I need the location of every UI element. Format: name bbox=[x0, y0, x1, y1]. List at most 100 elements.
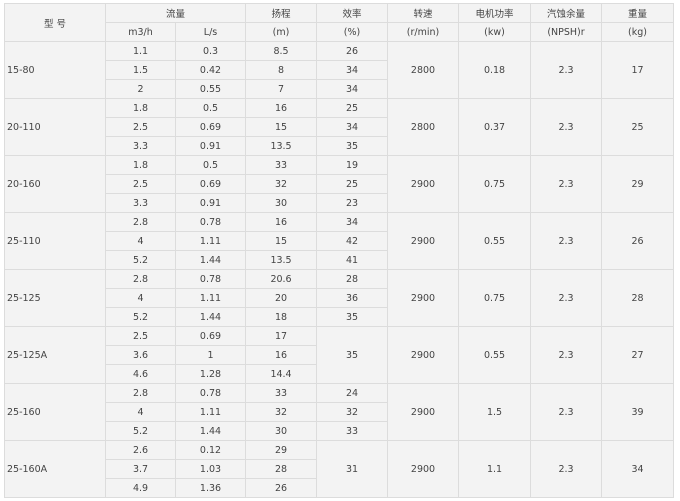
flow-ls-cell: 1.44 bbox=[174, 421, 247, 441]
flow-ls-cell: 1.11 bbox=[174, 231, 247, 251]
header-model: 型 号 bbox=[4, 3, 106, 42]
speed-cell: 2900 bbox=[387, 212, 460, 270]
power-cell: 0.75 bbox=[458, 155, 532, 213]
power-cell: 0.55 bbox=[458, 212, 532, 270]
npsh-cell: 2.3 bbox=[530, 155, 603, 213]
table-row: 4 1.11 32 32 bbox=[5, 402, 674, 422]
flow-ls-cell: 0.42 bbox=[174, 60, 247, 80]
power-cell: 0.55 bbox=[458, 326, 532, 384]
head-cell: 28 bbox=[245, 459, 318, 479]
power-cell: 0.18 bbox=[458, 41, 532, 99]
flow-m3h-cell: 4 bbox=[105, 288, 176, 308]
flow-ls-cell: 1 bbox=[174, 345, 247, 365]
efficiency-cell: 25 bbox=[316, 98, 389, 118]
head-cell: 13.5 bbox=[245, 136, 318, 156]
header-flow-ls: L/s bbox=[174, 22, 247, 42]
head-cell: 14.4 bbox=[245, 364, 318, 384]
weight-cell: 17 bbox=[601, 41, 675, 99]
header-unit-row: m3/h L/s (m) (%) (r/min) (kw) (NPSH)r (k… bbox=[5, 22, 675, 42]
speed-cell: 2900 bbox=[387, 326, 460, 384]
header-flow-m3h: m3/h bbox=[105, 22, 176, 42]
model-cell: 20-160 bbox=[4, 155, 106, 213]
flow-m3h-cell: 5.2 bbox=[105, 421, 176, 441]
pump-spec-table: 型 号 流量 扬程 效率 转速 电机功率 汽蚀余量 重量 m3/h L/s (m… bbox=[4, 3, 675, 498]
efficiency-cell: 24 bbox=[316, 383, 389, 403]
head-cell: 17 bbox=[245, 326, 318, 346]
head-cell: 32 bbox=[245, 174, 318, 194]
efficiency-cell: 34 bbox=[316, 117, 389, 137]
flow-m3h-cell: 5.2 bbox=[105, 307, 176, 327]
head-cell: 33 bbox=[245, 155, 318, 175]
header-head: 扬程 bbox=[245, 3, 318, 23]
table-row: 25-125 2.8 0.78 20.6 28 2900 0.75 2.3 28 bbox=[4, 269, 675, 327]
flow-ls-cell: 1.28 bbox=[174, 364, 247, 384]
flow-ls-cell: 0.91 bbox=[174, 136, 247, 156]
flow-m3h-cell: 2.8 bbox=[105, 269, 176, 289]
head-cell: 16 bbox=[245, 345, 318, 365]
efficiency-cell: 36 bbox=[316, 288, 389, 308]
flow-ls-cell: 0.69 bbox=[174, 117, 247, 137]
power-cell: 0.75 bbox=[458, 269, 532, 327]
flow-ls-cell: 1.11 bbox=[174, 288, 247, 308]
efficiency-cell: 33 bbox=[316, 421, 389, 441]
header-weight-unit: (kg) bbox=[601, 22, 675, 42]
weight-cell: 34 bbox=[601, 440, 675, 498]
flow-ls-cell: 1.44 bbox=[174, 307, 247, 327]
efficiency-cell: 32 bbox=[316, 402, 389, 422]
table-row: 25-160A 2.6 0.12 29 31 2900 1.1 2.3 34 bbox=[4, 440, 675, 498]
table-row: 25-125A 2.5 0.69 17 35 2900 0.55 2.3 27 bbox=[4, 326, 675, 384]
npsh-cell: 2.3 bbox=[530, 440, 603, 498]
efficiency-cell: 31 bbox=[316, 440, 389, 498]
header-efficiency: 效率 bbox=[316, 3, 389, 23]
table-row: 3.3 0.91 30 23 bbox=[5, 193, 674, 213]
table-row: 20-160 1.8 0.5 33 19 2900 0.75 2.3 29 bbox=[4, 155, 675, 213]
flow-m3h-cell: 4.6 bbox=[105, 364, 176, 384]
weight-cell: 28 bbox=[601, 269, 675, 327]
weight-cell: 25 bbox=[601, 98, 675, 156]
efficiency-cell: 42 bbox=[316, 231, 389, 251]
flow-m3h-cell: 1.5 bbox=[105, 60, 176, 80]
speed-cell: 2800 bbox=[387, 98, 460, 156]
flow-m3h-cell: 1.1 bbox=[105, 41, 176, 61]
head-cell: 30 bbox=[245, 421, 318, 441]
header-npsh-unit: (NPSH)r bbox=[530, 22, 603, 42]
model-cell: 25-125A bbox=[4, 326, 106, 384]
flow-m3h-cell: 3.7 bbox=[105, 459, 176, 479]
model-cell: 25-125 bbox=[4, 269, 106, 327]
flow-m3h-cell: 2.8 bbox=[105, 383, 176, 403]
head-cell: 20.6 bbox=[245, 269, 318, 289]
head-cell: 16 bbox=[245, 98, 318, 118]
flow-ls-cell: 0.78 bbox=[174, 212, 247, 232]
speed-cell: 2900 bbox=[387, 269, 460, 327]
head-cell: 33 bbox=[245, 383, 318, 403]
npsh-cell: 2.3 bbox=[530, 98, 603, 156]
efficiency-cell: 25 bbox=[316, 174, 389, 194]
header-head-unit: (m) bbox=[245, 22, 318, 42]
efficiency-cell: 28 bbox=[316, 269, 389, 289]
flow-m3h-cell: 2.6 bbox=[105, 440, 176, 460]
weight-cell: 29 bbox=[601, 155, 675, 213]
weight-cell: 27 bbox=[601, 326, 675, 384]
model-cell: 15-80 bbox=[4, 41, 106, 99]
efficiency-cell: 34 bbox=[316, 79, 389, 99]
flow-ls-cell: 1.44 bbox=[174, 250, 247, 270]
flow-ls-cell: 0.69 bbox=[174, 174, 247, 194]
weight-cell: 39 bbox=[601, 383, 675, 441]
head-cell: 32 bbox=[245, 402, 318, 422]
flow-ls-cell: 0.55 bbox=[174, 79, 247, 99]
head-cell: 18 bbox=[245, 307, 318, 327]
flow-m3h-cell: 1.8 bbox=[105, 155, 176, 175]
header-row: 型 号 流量 扬程 效率 转速 电机功率 汽蚀余量 重量 bbox=[4, 3, 675, 42]
npsh-cell: 2.3 bbox=[530, 383, 603, 441]
flow-ls-cell: 0.3 bbox=[174, 41, 247, 61]
flow-m3h-cell: 4 bbox=[105, 402, 176, 422]
table-row: 2.5 0.69 15 34 bbox=[5, 117, 674, 137]
power-cell: 1.1 bbox=[458, 440, 532, 498]
flow-m3h-cell: 2.5 bbox=[105, 326, 176, 346]
table-row: 25-160 2.8 0.78 33 24 2900 1.5 2.3 39 bbox=[4, 383, 675, 441]
npsh-cell: 2.3 bbox=[530, 326, 603, 384]
head-cell: 15 bbox=[245, 231, 318, 251]
flow-m3h-cell: 2 bbox=[105, 79, 176, 99]
header-npsh: 汽蚀余量 bbox=[530, 3, 603, 23]
efficiency-cell: 19 bbox=[316, 155, 389, 175]
